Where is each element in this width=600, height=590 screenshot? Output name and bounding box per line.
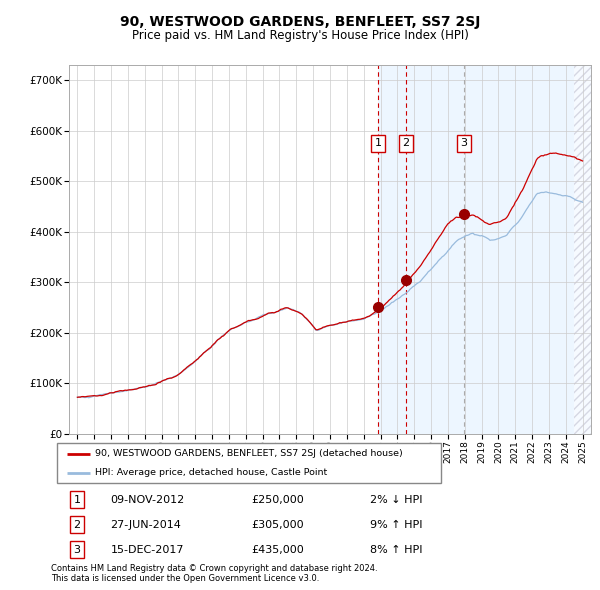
Text: 27-JUN-2014: 27-JUN-2014 — [110, 520, 181, 530]
Text: 3: 3 — [461, 138, 467, 148]
Bar — [379, 65, 591, 434]
Text: 15-DEC-2017: 15-DEC-2017 — [110, 545, 184, 555]
Text: 90, WESTWOOD GARDENS, BENFLEET, SS7 2SJ: 90, WESTWOOD GARDENS, BENFLEET, SS7 2SJ — [120, 15, 480, 29]
Text: 9% ↑ HPI: 9% ↑ HPI — [370, 520, 422, 530]
Text: This data is licensed under the Open Government Licence v3.0.: This data is licensed under the Open Gov… — [51, 573, 319, 582]
Text: HPI: Average price, detached house, Castle Point: HPI: Average price, detached house, Cast… — [95, 468, 328, 477]
Text: 8% ↑ HPI: 8% ↑ HPI — [370, 545, 422, 555]
Text: 2% ↓ HPI: 2% ↓ HPI — [370, 495, 422, 505]
Text: Contains HM Land Registry data © Crown copyright and database right 2024.: Contains HM Land Registry data © Crown c… — [51, 563, 377, 572]
Text: 2: 2 — [73, 520, 80, 530]
Text: 90, WESTWOOD GARDENS, BENFLEET, SS7 2SJ (detached house): 90, WESTWOOD GARDENS, BENFLEET, SS7 2SJ … — [95, 449, 403, 458]
Text: Price paid vs. HM Land Registry's House Price Index (HPI): Price paid vs. HM Land Registry's House … — [131, 30, 469, 42]
Text: £435,000: £435,000 — [251, 545, 304, 555]
Text: £305,000: £305,000 — [251, 520, 304, 530]
Bar — [574, 65, 591, 434]
Text: 1: 1 — [73, 495, 80, 505]
Text: £250,000: £250,000 — [251, 495, 304, 505]
Text: 2: 2 — [402, 138, 409, 148]
FancyBboxPatch shape — [57, 442, 441, 483]
Text: 3: 3 — [73, 545, 80, 555]
Text: 1: 1 — [375, 138, 382, 148]
Text: 09-NOV-2012: 09-NOV-2012 — [110, 495, 185, 505]
